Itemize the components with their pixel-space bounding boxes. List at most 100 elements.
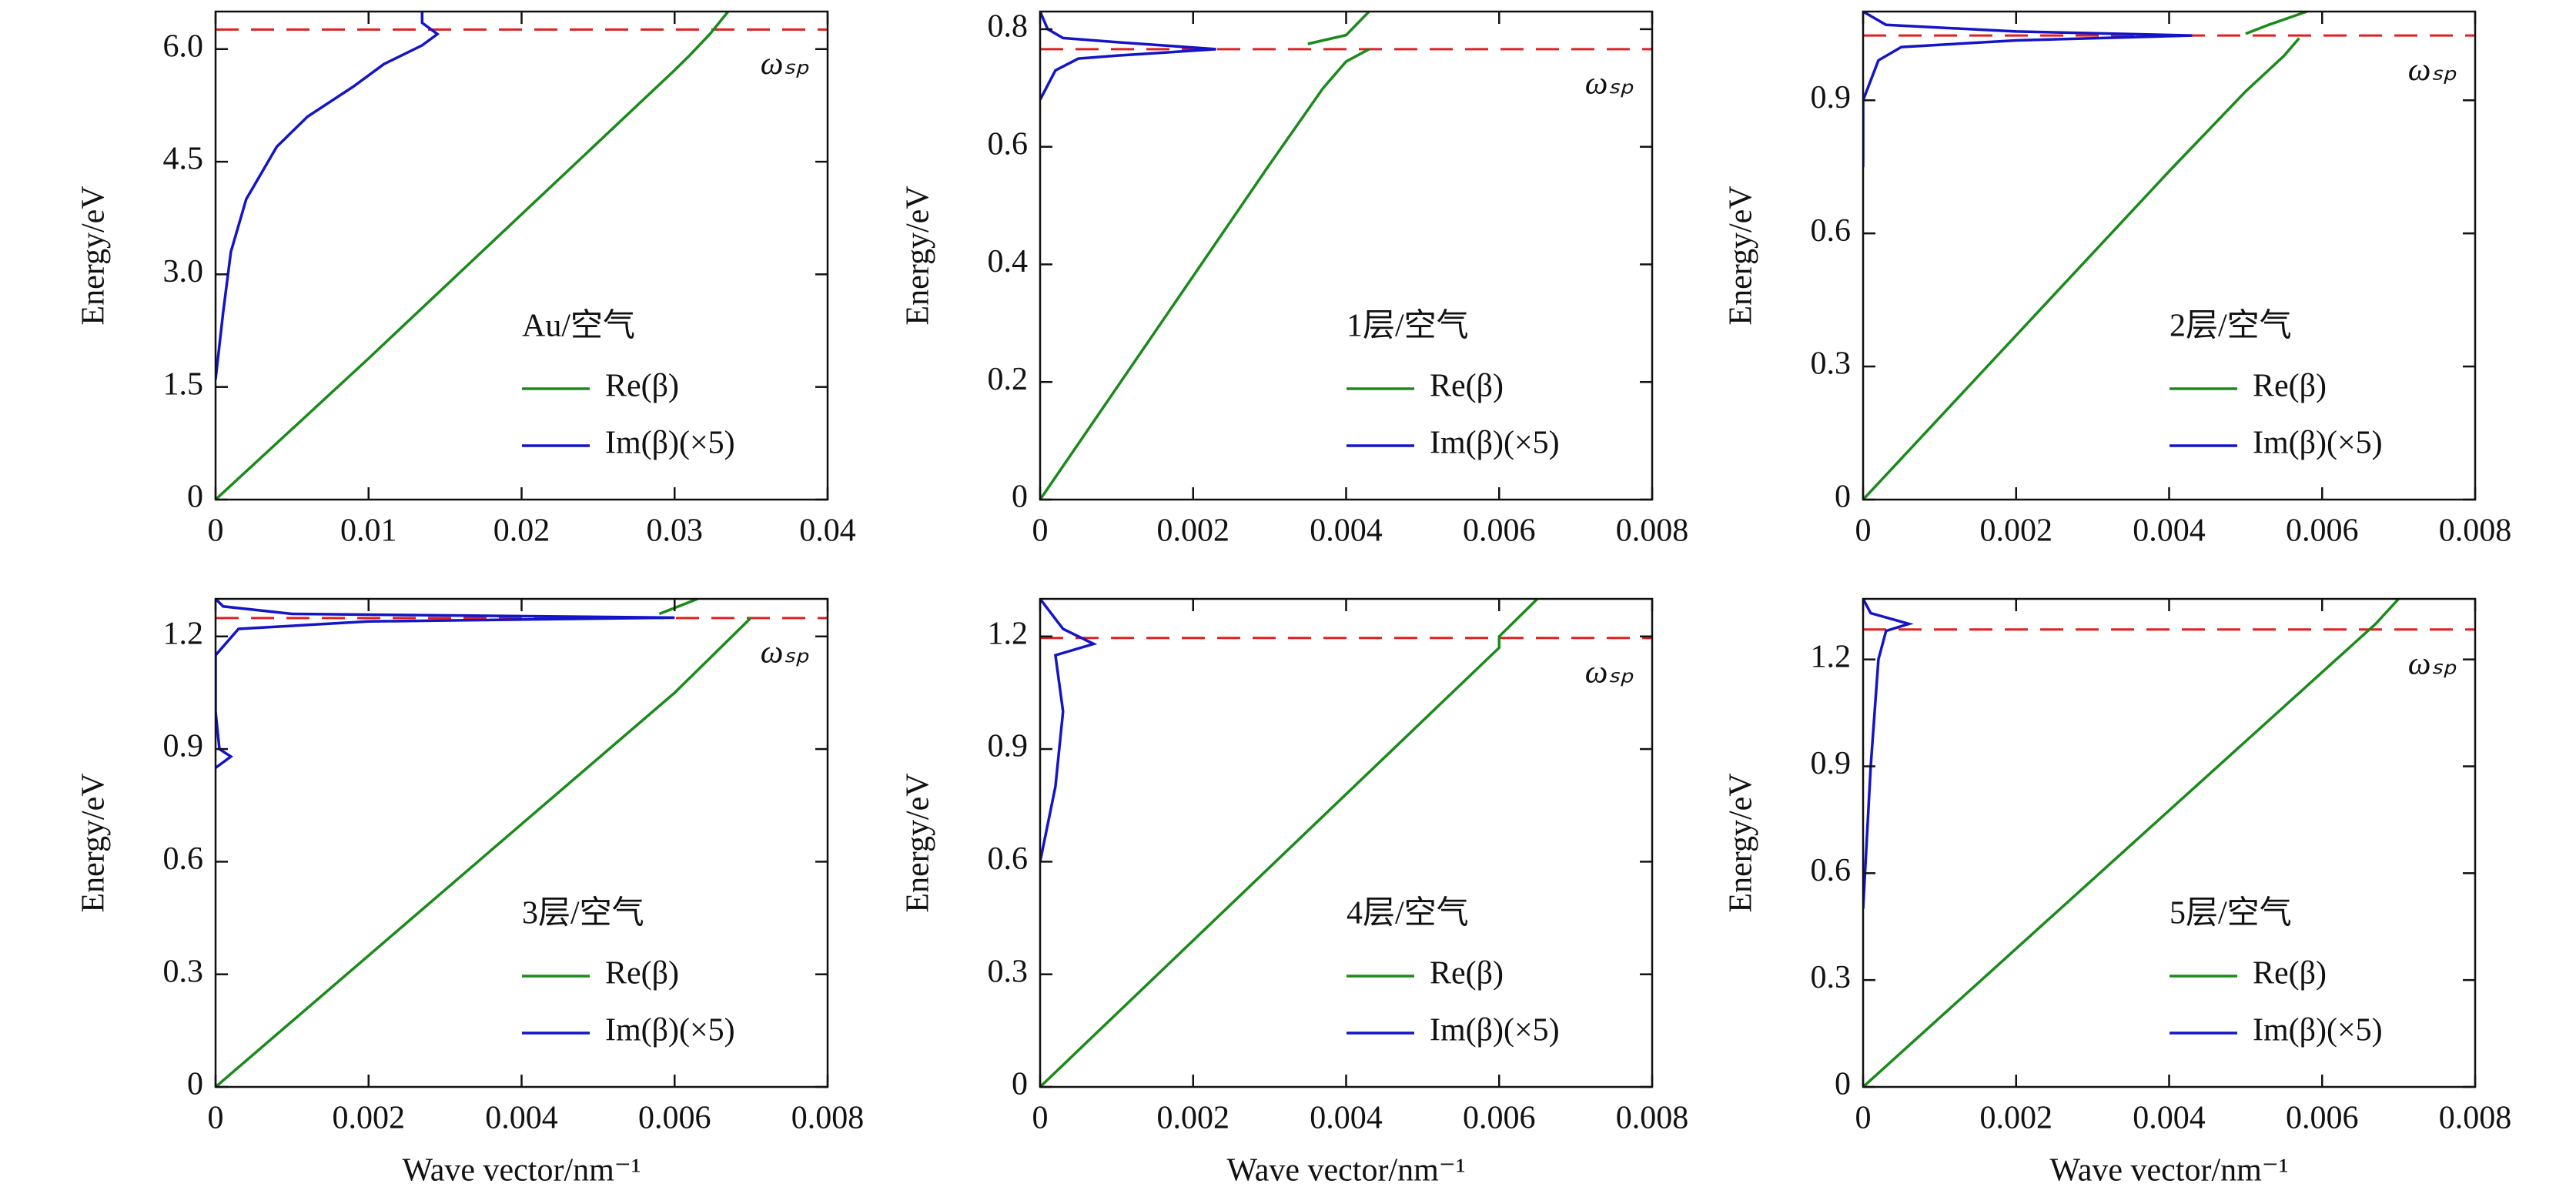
series-line	[1863, 12, 2193, 167]
x-tick-label: 0.004	[1310, 1101, 1383, 1136]
x-tick-label: 0.004	[2133, 1101, 2206, 1136]
legend-label: Re(β)	[2253, 369, 2327, 404]
reference-label: ωₛₚ	[2408, 646, 2457, 681]
y-tick-label: 0.6	[988, 841, 1029, 877]
legend-label: Im(β)(×5)	[605, 1013, 735, 1048]
x-tick-label: 0.004	[2133, 513, 2206, 549]
y-tick-label: 0.3	[163, 954, 204, 989]
panel: ωₛₚ 0 0.01 0.02 0.03 0.04 0 1.5 3.0 4.5 6.0 Energy/…	[76, 10, 856, 549]
series-line	[1863, 599, 2400, 1087]
y-tick-label: 0.3	[988, 954, 1029, 989]
x-tick-label: 0.04	[799, 513, 856, 549]
y-tick-label: 0.8	[988, 9, 1029, 45]
x-tick-label: 0	[1032, 1101, 1049, 1136]
x-axis-label: Wave vector/nm⁻¹	[1226, 1153, 1465, 1189]
x-tick-label: 0.008	[2439, 513, 2512, 549]
series-line	[1040, 599, 1539, 1087]
y-tick-label: 1.2	[1811, 639, 1852, 674]
y-tick-label: 0	[187, 480, 203, 515]
y-tick-label: 0.4	[988, 244, 1029, 279]
reference-label: ωₛₚ	[761, 46, 809, 82]
x-tick-label: 0	[208, 513, 224, 549]
x-tick-label: 0.03	[647, 513, 704, 549]
panel: ωₛₚ 0 0.002 0.004 0.006 0.008 0 0.3 0.6 0.9 Energy…	[1724, 10, 2512, 549]
y-tick-label: 0.2	[988, 362, 1029, 397]
legend-label: Im(β)(×5)	[1430, 1013, 1560, 1048]
series-line	[1863, 599, 1914, 909]
x-tick-label: 0.008	[1616, 513, 1689, 549]
x-tick-label: 0.006	[2286, 1101, 2359, 1136]
series-line	[1040, 599, 1098, 862]
x-tick-label: 0.002	[1157, 1101, 1230, 1136]
x-tick-label: 0.006	[638, 1101, 711, 1136]
series-line	[1040, 12, 1370, 500]
series-line	[216, 12, 440, 380]
y-tick-label: 0.6	[1811, 853, 1852, 888]
y-tick-label: 6.0	[163, 28, 204, 64]
x-tick-label: 0.002	[1980, 513, 2053, 549]
series-line	[216, 599, 675, 769]
y-tick-label: 0.3	[1811, 960, 1852, 995]
y-tick-label: 0	[1012, 1067, 1028, 1102]
plot-frame	[214, 597, 829, 1088]
y-tick-label: 0.6	[988, 126, 1029, 162]
x-tick-label: 0.006	[1463, 513, 1536, 549]
legend-label: Re(β)	[2253, 956, 2327, 991]
reference-label: ωₛₚ	[1585, 654, 1634, 690]
x-tick-label: 0	[208, 1101, 224, 1136]
legend-label: Im(β)(×5)	[2253, 426, 2383, 461]
x-tick-label: 0.008	[791, 1101, 865, 1136]
y-tick-label: 0	[1835, 1067, 1851, 1102]
legend-title: 5层/空气	[2170, 895, 2292, 931]
y-axis-label: Energy/eV	[1724, 773, 1759, 912]
y-tick-label: 4.5	[163, 142, 204, 177]
x-tick-label: 0	[1855, 1101, 1872, 1136]
y-tick-label: 0.9	[988, 729, 1029, 764]
x-tick-label: 0.01	[340, 513, 397, 549]
y-tick-label: 0.6	[163, 841, 204, 877]
y-axis-label: Energy/eV	[901, 773, 936, 912]
y-axis-label: Energy/eV	[76, 773, 112, 912]
panel: ωₛₚ 0 0.002 0.004 0.006 0.008 0 0.3 0.6 0.9 1.2 Ene…	[76, 597, 865, 1189]
series-line	[1040, 12, 1216, 101]
y-axis-label: Energy/eV	[76, 186, 112, 325]
legend-label: Re(β)	[605, 956, 679, 991]
plot-frame	[1039, 10, 1654, 501]
legend-title: 4层/空气	[1347, 895, 1469, 931]
x-tick-label: 0.008	[2439, 1101, 2512, 1136]
x-tick-label: 0.02	[493, 513, 550, 549]
x-tick-label: 0.004	[485, 1101, 558, 1136]
legend-label: Im(β)(×5)	[1430, 426, 1560, 461]
legend-title: 2层/空气	[2170, 308, 2292, 344]
x-tick-label: 0.006	[1463, 1101, 1536, 1136]
y-tick-label: 1.2	[163, 616, 204, 651]
x-tick-label: 0.008	[1616, 1101, 1689, 1136]
legend-title: Au/空气	[522, 308, 635, 344]
plot-frame	[214, 10, 829, 501]
legend-title: 1层/空气	[1347, 308, 1469, 344]
x-tick-label: 0	[1855, 513, 1872, 549]
y-tick-label: 1.5	[163, 366, 204, 402]
y-tick-label: 0.9	[1811, 746, 1852, 781]
x-tick-label: 0.002	[1980, 1101, 2053, 1136]
x-tick-label: 0	[1032, 513, 1049, 549]
legend-label: Re(β)	[1430, 369, 1504, 404]
panel: ωₛₚ 0 0.002 0.004 0.006 0.008 0 0.2 0.4 0.6 0.8 Ene…	[901, 9, 1689, 549]
x-tick-label: 0.006	[2286, 513, 2359, 549]
y-tick-label: 0.9	[1811, 80, 1852, 115]
legend-label: Im(β)(×5)	[2253, 1013, 2383, 1048]
y-tick-label: 0	[187, 1067, 203, 1102]
y-tick-label: 3.0	[163, 254, 204, 289]
series-line	[1863, 12, 2307, 500]
y-tick-label: 0	[1835, 480, 1851, 515]
panel: ωₛₚ 0 0.002 0.004 0.006 0.008 0 0.3 0.6 0.9 1.2 Ene…	[1724, 597, 2512, 1189]
plot-frame	[1039, 597, 1654, 1088]
y-tick-label: 1.2	[988, 616, 1029, 651]
y-axis-label: Energy/eV	[901, 186, 936, 325]
series-line	[216, 12, 730, 500]
x-axis-label: Wave vector/nm⁻¹	[402, 1153, 641, 1189]
legend-label: Im(β)(×5)	[605, 426, 735, 461]
x-tick-label: 0.002	[333, 1101, 406, 1136]
reference-label: ωₛₚ	[1585, 66, 1634, 102]
